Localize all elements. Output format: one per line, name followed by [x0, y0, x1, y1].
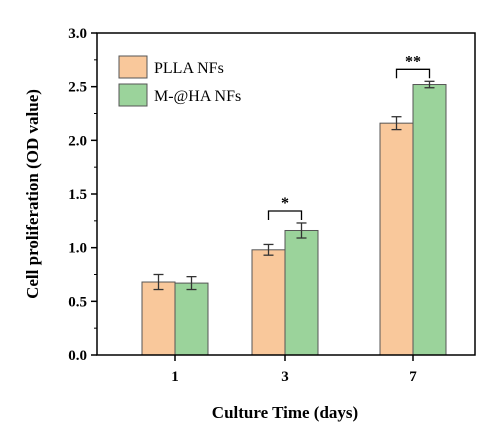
- x-tick-label: 3: [281, 369, 289, 385]
- error-bar: [263, 243, 274, 256]
- y-tick-label: 0.5: [68, 294, 87, 310]
- error-bar: [153, 273, 164, 291]
- bar: [251, 249, 286, 356]
- y-tick-label: 3.0: [68, 26, 87, 42]
- bar: [284, 229, 319, 356]
- error-bar: [424, 80, 435, 89]
- y-tick-label: 0.0: [68, 348, 87, 364]
- bar: [412, 84, 447, 356]
- legend-label-mha: M-@HA NFs: [154, 88, 241, 105]
- x-axis-title: Culture Time (days): [212, 403, 358, 422]
- y-axis-title: Cell proliferation (OD value): [23, 89, 42, 299]
- bar: [379, 122, 414, 356]
- error-bar: [296, 222, 307, 239]
- error-bar: [391, 116, 402, 131]
- y-tick-label: 2.5: [68, 80, 87, 96]
- y-tick-label: 2.0: [68, 133, 87, 149]
- plot-frame: [96, 32, 476, 356]
- significance-bracket: *: [267, 195, 303, 220]
- y-tick-label: 1.5: [68, 187, 87, 203]
- y-tick-label: 1.0: [68, 241, 87, 257]
- significance-label: *: [281, 195, 289, 212]
- x-axis: 1 3 7: [171, 355, 417, 385]
- bars-layer: [141, 80, 447, 356]
- significance-annotations: ***: [267, 53, 431, 220]
- legend-label-plla: PLLA NFs: [154, 60, 224, 77]
- significance-label: **: [405, 53, 421, 70]
- legend-swatch-mha: [118, 83, 148, 107]
- error-bar: [186, 275, 197, 291]
- legend: PLLA NFs M-@HA NFs: [118, 55, 241, 107]
- bar: [174, 282, 209, 356]
- y-axis: 0.0 0.5 1.0 1.5 2.0 2.5 3.0: [68, 26, 97, 364]
- bar: [141, 281, 176, 356]
- x-tick-label: 1: [171, 369, 179, 385]
- x-tick-label: 7: [409, 369, 417, 385]
- legend-swatch-plla: [118, 55, 148, 79]
- significance-bracket: **: [395, 53, 431, 79]
